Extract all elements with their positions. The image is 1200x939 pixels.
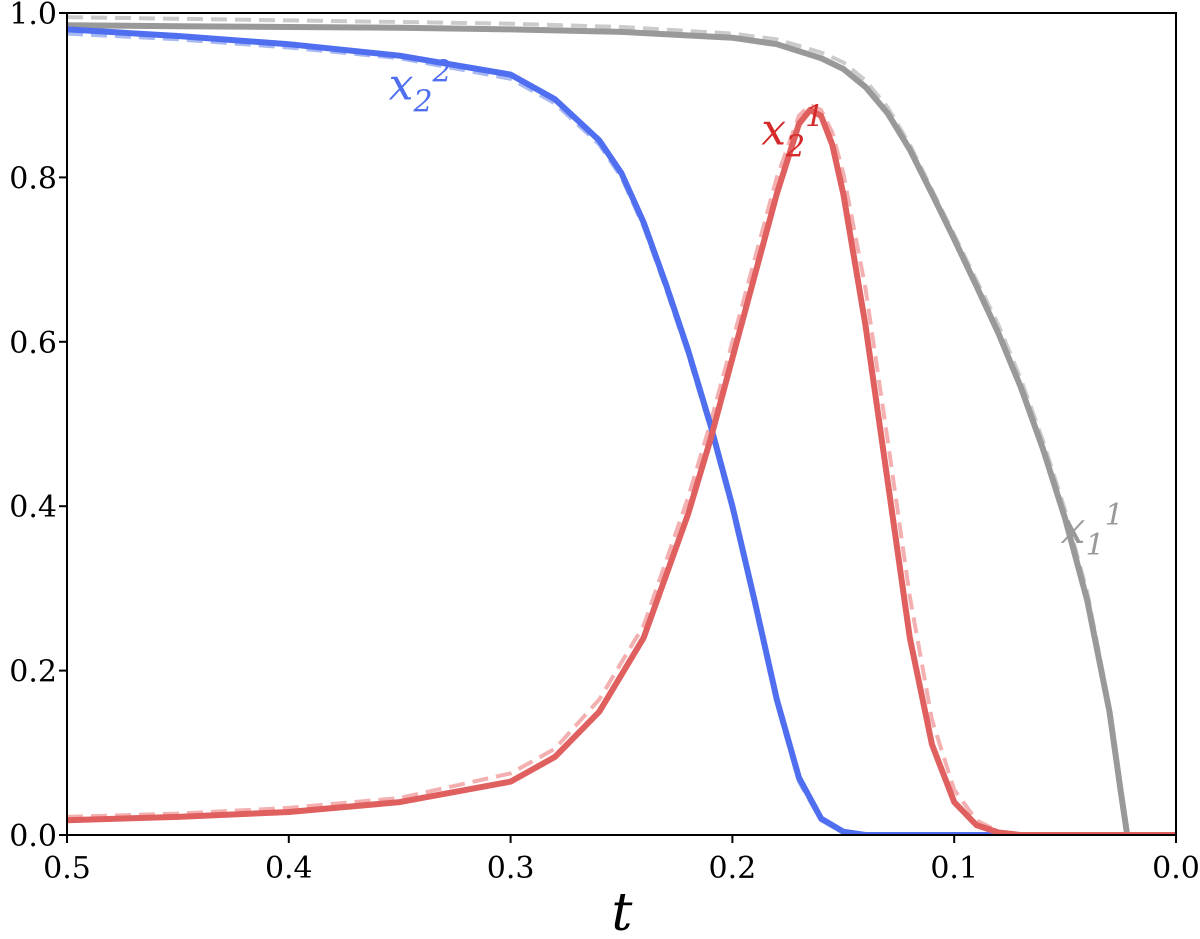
x-tick-label: 0.2 <box>709 851 757 886</box>
series-label-layer: x22 x21 x11 <box>389 54 1124 563</box>
x-tick-label: 0.5 <box>43 851 91 886</box>
x21-series-line <box>67 107 1176 835</box>
x11-series-label: x11 <box>1061 498 1124 563</box>
x-tick-label: 0.0 <box>1152 851 1200 886</box>
x21-dashed-line <box>67 103 1176 835</box>
axes-layer: 0.5 0.4 0.3 0.2 0.1 0.0 0.0 0.2 0.4 0.6 0.8 1.0 <box>9 0 1200 886</box>
x-axis-title: t <box>612 883 633 939</box>
y-tick-label: 0.4 <box>9 490 57 525</box>
x22-series-line <box>67 26 1176 835</box>
x-tick-label: 0.3 <box>487 851 535 886</box>
x-tick-label: 0.1 <box>930 851 978 886</box>
plot-frame <box>66 12 1177 836</box>
x11-dashed-line <box>67 15 1176 835</box>
y-tick-label: 0.2 <box>9 655 57 690</box>
y-tick-label: 0.8 <box>9 161 57 196</box>
y-tick-label: 0.6 <box>9 326 57 361</box>
x-tick-label: 0.4 <box>265 851 313 886</box>
x22-dashed-line <box>67 31 1176 835</box>
x21-series-label: x21 <box>761 100 824 165</box>
series-layer <box>67 15 1176 835</box>
y-tick-label: 0.0 <box>9 819 57 854</box>
x22-series-label: x22 <box>389 54 452 119</box>
y-tick-label: 1.0 <box>9 0 57 32</box>
x11-series-line <box>67 22 1176 835</box>
